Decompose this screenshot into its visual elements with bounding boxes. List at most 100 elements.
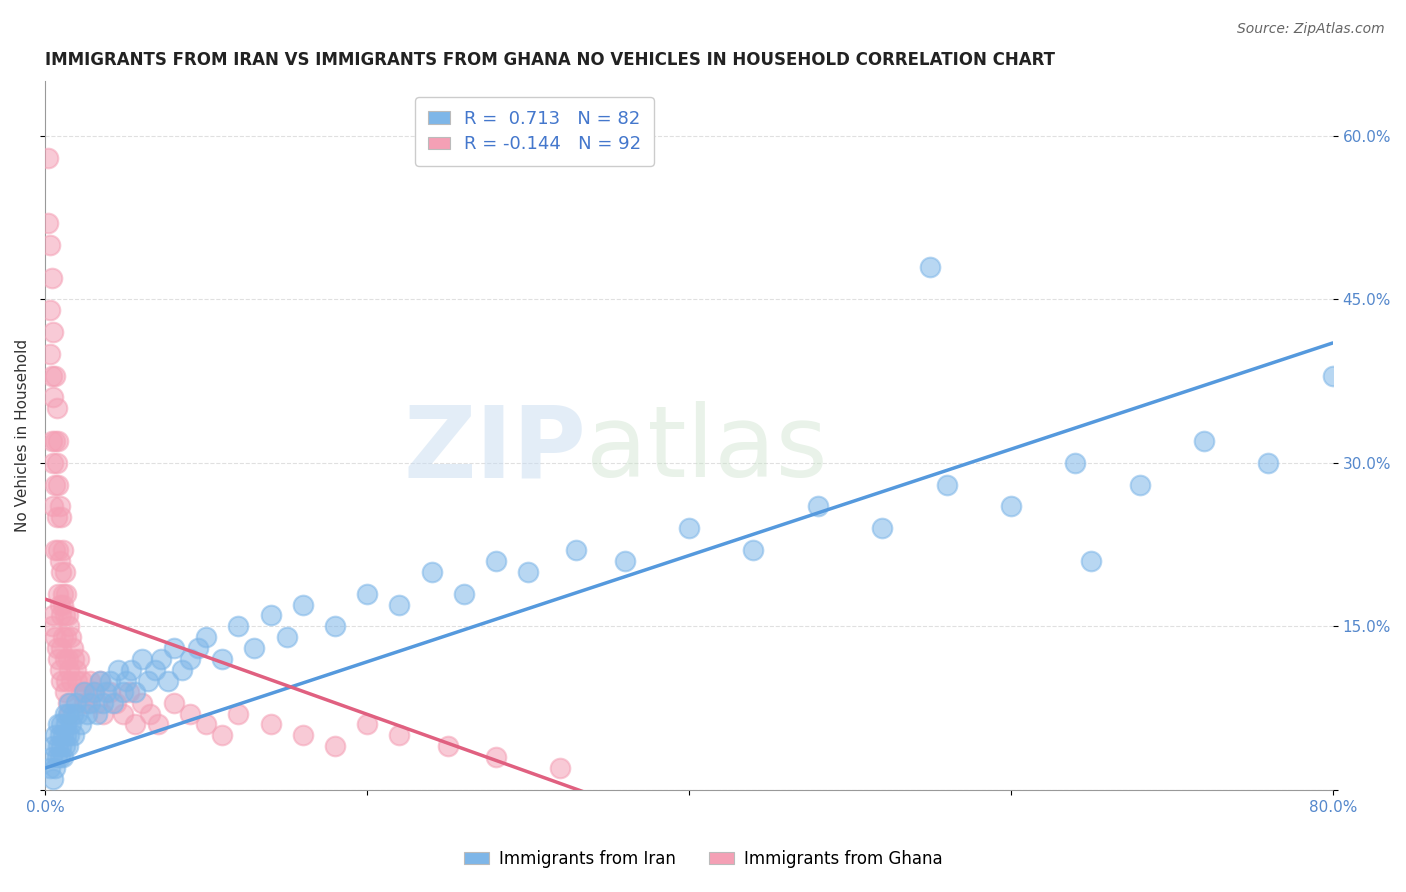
Point bbox=[136, 673, 159, 688]
Point bbox=[356, 717, 378, 731]
Point bbox=[56, 652, 79, 666]
Point bbox=[51, 673, 73, 688]
Point bbox=[46, 652, 69, 666]
Point bbox=[44, 368, 66, 383]
Point bbox=[49, 500, 72, 514]
Point bbox=[56, 696, 79, 710]
Point bbox=[53, 652, 76, 666]
Point bbox=[42, 608, 65, 623]
Point bbox=[163, 641, 186, 656]
Point bbox=[111, 706, 134, 721]
Point bbox=[66, 706, 89, 721]
Point bbox=[1064, 456, 1087, 470]
Point bbox=[143, 663, 166, 677]
Point bbox=[91, 696, 114, 710]
Point bbox=[742, 543, 765, 558]
Point bbox=[42, 456, 65, 470]
Point bbox=[60, 717, 83, 731]
Point bbox=[56, 608, 79, 623]
Point bbox=[56, 706, 79, 721]
Point bbox=[91, 706, 114, 721]
Point bbox=[49, 728, 72, 742]
Point bbox=[44, 434, 66, 448]
Point bbox=[55, 587, 77, 601]
Point bbox=[935, 477, 957, 491]
Point bbox=[259, 608, 281, 623]
Point bbox=[53, 684, 76, 698]
Point bbox=[58, 696, 80, 710]
Point bbox=[46, 587, 69, 601]
Point bbox=[44, 543, 66, 558]
Point bbox=[65, 663, 87, 677]
Point bbox=[52, 728, 75, 742]
Point bbox=[79, 673, 101, 688]
Point bbox=[436, 739, 458, 754]
Point bbox=[60, 630, 83, 644]
Text: atlas: atlas bbox=[586, 401, 828, 499]
Point bbox=[42, 739, 65, 754]
Point bbox=[45, 750, 67, 764]
Point bbox=[89, 673, 111, 688]
Point bbox=[187, 641, 209, 656]
Point bbox=[49, 554, 72, 568]
Point bbox=[41, 368, 63, 383]
Point bbox=[291, 728, 314, 742]
Point bbox=[39, 761, 62, 775]
Point bbox=[39, 237, 62, 252]
Point bbox=[1129, 477, 1152, 491]
Point bbox=[39, 347, 62, 361]
Point bbox=[613, 554, 636, 568]
Y-axis label: No Vehicles in Household: No Vehicles in Household bbox=[15, 339, 30, 533]
Point bbox=[259, 717, 281, 731]
Point bbox=[60, 673, 83, 688]
Point bbox=[150, 652, 173, 666]
Point bbox=[101, 696, 124, 710]
Point bbox=[37, 151, 59, 165]
Point bbox=[86, 706, 108, 721]
Point bbox=[163, 696, 186, 710]
Point bbox=[41, 270, 63, 285]
Point bbox=[548, 761, 571, 775]
Point bbox=[211, 728, 233, 742]
Point bbox=[228, 619, 250, 633]
Point bbox=[86, 696, 108, 710]
Point bbox=[69, 684, 91, 698]
Point bbox=[53, 565, 76, 579]
Point bbox=[124, 717, 146, 731]
Point bbox=[52, 630, 75, 644]
Point bbox=[66, 673, 89, 688]
Point bbox=[42, 391, 65, 405]
Point bbox=[323, 739, 346, 754]
Point bbox=[107, 663, 129, 677]
Point bbox=[55, 630, 77, 644]
Point bbox=[111, 684, 134, 698]
Point bbox=[46, 717, 69, 731]
Point bbox=[49, 663, 72, 677]
Point bbox=[51, 565, 73, 579]
Point bbox=[55, 717, 77, 731]
Point bbox=[124, 684, 146, 698]
Point bbox=[807, 500, 830, 514]
Point bbox=[52, 587, 75, 601]
Point bbox=[41, 750, 63, 764]
Point bbox=[53, 706, 76, 721]
Point bbox=[211, 652, 233, 666]
Point bbox=[89, 673, 111, 688]
Point bbox=[156, 673, 179, 688]
Point bbox=[485, 750, 508, 764]
Point bbox=[46, 477, 69, 491]
Point bbox=[131, 696, 153, 710]
Point bbox=[388, 598, 411, 612]
Point bbox=[55, 673, 77, 688]
Point bbox=[41, 619, 63, 633]
Point bbox=[105, 696, 128, 710]
Point bbox=[58, 728, 80, 742]
Point bbox=[65, 696, 87, 710]
Point bbox=[120, 663, 142, 677]
Point bbox=[73, 684, 96, 698]
Point bbox=[42, 500, 65, 514]
Point bbox=[42, 325, 65, 339]
Point bbox=[920, 260, 942, 274]
Point bbox=[76, 706, 98, 721]
Point bbox=[41, 434, 63, 448]
